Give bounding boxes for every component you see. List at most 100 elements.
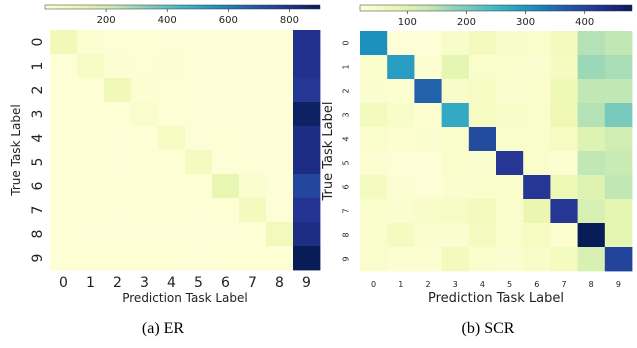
heatmap-cell (185, 150, 213, 175)
y-tick-label: 6 (30, 181, 46, 190)
heatmap-cell (212, 30, 240, 55)
heatmap-cell (577, 31, 606, 56)
heatmap-cell (441, 79, 470, 104)
heatmap-cell (131, 246, 159, 271)
heatmap-cell (577, 175, 606, 200)
heatmap-cell (50, 150, 78, 175)
y-tick-label: 3 (342, 112, 351, 117)
heatmap-cell (441, 31, 470, 56)
heatmap-cell (523, 127, 551, 152)
x-tick-label: 0 (371, 280, 376, 289)
heatmap-cell (414, 31, 442, 56)
heatmap-cell (266, 150, 294, 175)
heatmap-cell (185, 78, 213, 103)
heatmap-cell (523, 175, 551, 200)
heatmap-cell (266, 78, 294, 103)
heatmap-cell (104, 150, 132, 175)
heatmap-cell (496, 247, 524, 272)
heatmap-cell (550, 55, 578, 80)
heatmap-cell (414, 175, 442, 200)
heatmap-cell (104, 222, 132, 247)
heatmap-cell (293, 174, 321, 199)
x-tick-label: 7 (248, 275, 257, 291)
heatmap-cell (468, 79, 497, 104)
heatmap-cell (441, 151, 470, 176)
colorbar-1 (359, 4, 633, 12)
x-tick-label: 5 (507, 280, 512, 289)
heatmap-cell (293, 102, 321, 127)
heatmap-cell (577, 151, 606, 176)
heatmap-cell (185, 198, 213, 223)
heatmap-cell (293, 198, 321, 223)
x-tick-label: 8 (589, 280, 594, 289)
heatmap-cell (50, 174, 78, 199)
heatmap-cell (77, 78, 105, 103)
heatmap-cell (604, 151, 633, 176)
heatmap-cell (293, 246, 321, 271)
y-tick-label: 1 (30, 62, 46, 71)
heatmap-cell (360, 223, 388, 248)
heatmap-cell (266, 102, 294, 127)
heatmap-cell (158, 126, 186, 151)
heatmap-cell (414, 151, 442, 176)
heatmap-cell (441, 199, 470, 224)
heatmap-cell (50, 222, 78, 247)
heatmap-cell (604, 55, 633, 80)
heatmap-cell (414, 55, 442, 80)
y-tick-label: 0 (30, 38, 46, 47)
heatmap-cell (104, 102, 132, 127)
heatmap-cell (414, 103, 442, 128)
y-tick-label: 2 (30, 86, 46, 95)
x-tick-label: 7 (561, 280, 566, 289)
heatmap-cell (158, 222, 186, 247)
heatmap-cell (441, 103, 470, 128)
figure-caption: (a) ER (142, 320, 185, 337)
heatmap-cell (523, 151, 551, 176)
heatmap-cell (131, 30, 159, 55)
heatmap-cell (266, 174, 294, 199)
heatmap-cell (496, 127, 524, 152)
heatmap-cell (293, 150, 321, 175)
heatmap-cell (212, 102, 240, 127)
heatmap-cell (523, 199, 551, 224)
heatmap-cell (468, 175, 497, 200)
heatmap-cell (387, 55, 415, 80)
heatmap-cell (104, 54, 132, 79)
heatmap-cell (158, 174, 186, 199)
heatmap-cell (360, 127, 388, 152)
x-tick-label: 1 (86, 275, 95, 291)
heatmap-cell (50, 78, 78, 103)
colorbar-tick-label: 400 (158, 15, 177, 26)
y-tick-label: 9 (342, 256, 351, 261)
heatmap-cell (239, 30, 267, 55)
heatmap-cell (293, 30, 321, 55)
x-tick-label: 9 (616, 280, 621, 289)
heatmap-cell (50, 54, 78, 79)
heatmap-cell (266, 126, 294, 151)
heatmap-cell (293, 54, 321, 79)
x-tick-label: 2 (425, 280, 430, 289)
colorbar-tick-label: 300 (516, 17, 535, 28)
heatmap-cell (441, 247, 470, 272)
heatmap-cell (185, 246, 213, 271)
heatmap-cell (50, 246, 78, 271)
heatmap-cell (496, 151, 524, 176)
heatmap-cell (239, 126, 267, 151)
heatmap-cell (468, 247, 497, 272)
heatmap-cell (387, 31, 415, 56)
y-tick-label: 7 (30, 206, 46, 215)
x-axis-label: Prediction Task Label (428, 291, 564, 306)
x-tick-label: 9 (302, 275, 311, 291)
heatmap-cell (441, 223, 470, 248)
heatmap-cell (212, 222, 240, 247)
heatmap-cell (577, 199, 606, 224)
heatmap-cell (496, 223, 524, 248)
heatmap-cell (185, 30, 213, 55)
heatmap-cell (104, 78, 132, 103)
heatmap-cell (360, 79, 388, 104)
heatmap-cell (158, 102, 186, 127)
heatmap-cell (387, 151, 415, 176)
y-tick-label: 2 (342, 88, 351, 93)
heatmap-cell (50, 198, 78, 223)
